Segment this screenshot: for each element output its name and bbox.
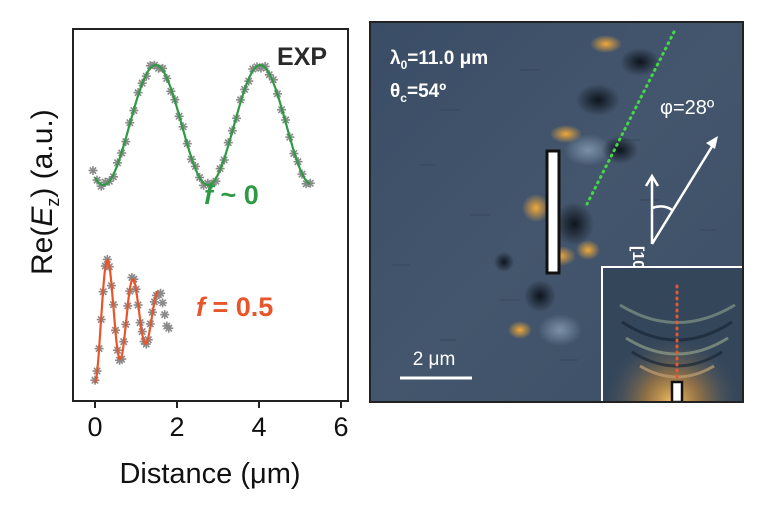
f05-data-point (164, 323, 174, 333)
x-tick-label: 4 (251, 412, 266, 442)
x-axis-ticks: 0 2 4 6 (87, 401, 349, 442)
critical-angle-label: θc=54º (390, 81, 446, 105)
series-f0-fit-line (94, 63, 311, 187)
y-axis-label-part-2: E (26, 206, 59, 227)
x-tick-label: 0 (87, 412, 102, 442)
phi-arrow (650, 139, 718, 245)
image-frame (369, 21, 744, 403)
chart-title: EXP (277, 43, 327, 71)
phi-arrowhead (706, 136, 718, 149)
legend-f0-rest: ~ 0 (213, 180, 259, 210)
series-f05-fit-line (94, 258, 159, 384)
wavelength-value: =11.0 μm (407, 48, 488, 69)
angle-sub: c (400, 91, 407, 105)
f0-data-point (88, 166, 98, 175)
legend-f05-rest: = 0.5 (205, 292, 273, 322)
axis-100-arrowhead (644, 173, 660, 187)
x-tick-label: 2 (169, 412, 184, 442)
angle-symbol: θ (390, 81, 400, 102)
wavelength-symbol: λ (390, 48, 401, 69)
y-axis-label-part-3: z (43, 197, 63, 207)
y-axis-label: Re(Ez) (a.u.) (23, 109, 63, 275)
scalebar-label: 2 μm (413, 349, 456, 370)
wavelength-sub: 0 (401, 58, 408, 72)
wavelength-label: λ0=11.0 μm (390, 48, 488, 72)
antenna (545, 149, 561, 275)
f05-data-point (158, 298, 168, 308)
phi-label: φ=28º (660, 97, 715, 119)
legend-f0: f ~ 0 (204, 180, 259, 210)
y-axis-label-part-4: ) (a.u.) (26, 109, 59, 198)
inset-image (601, 266, 743, 402)
plot-frame (72, 28, 349, 402)
inset-glow (602, 267, 743, 402)
inset-antenna (670, 380, 684, 402)
phi-angle-arc (651, 205, 673, 212)
x-tick-label: 6 (333, 412, 348, 442)
legend-f05: f = 0.5 (196, 292, 273, 322)
propagation-direction-dots (585, 30, 676, 206)
f05-data-point (160, 310, 170, 320)
line-plot-panel: 0 2 4 6 EXP f ~ 0 f = 0.5 Distance (μm) (72, 28, 349, 490)
near-field-image-panel: λ0=11.0 μm θc=54º φ=28º [100] 2 μm (369, 21, 744, 403)
x-axis-label: Distance (μm) (119, 458, 300, 490)
orientation-arrows (644, 139, 718, 245)
y-axis-label-part-1: Re( (26, 226, 59, 275)
angle-value: =54º (407, 81, 446, 102)
